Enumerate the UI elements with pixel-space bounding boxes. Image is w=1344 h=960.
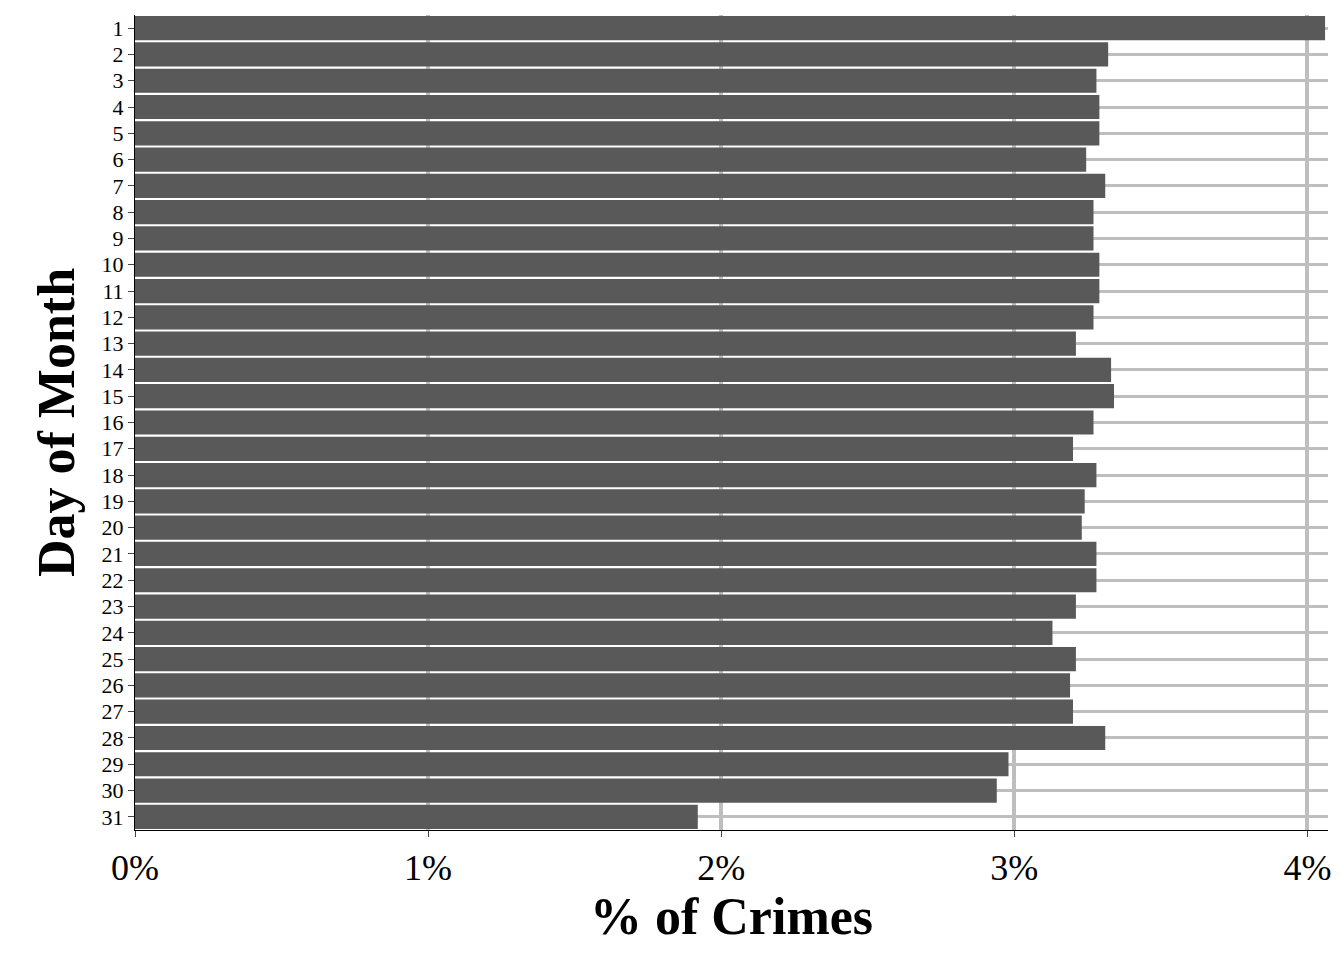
- svg-text:8: 8: [113, 200, 124, 225]
- svg-text:3%: 3%: [990, 848, 1038, 888]
- svg-text:9: 9: [113, 226, 124, 251]
- svg-text:4: 4: [113, 95, 124, 120]
- svg-text:1%: 1%: [404, 848, 452, 888]
- svg-text:11: 11: [102, 279, 123, 304]
- svg-text:14: 14: [102, 358, 124, 383]
- svg-text:5: 5: [113, 121, 124, 146]
- svg-text:7: 7: [113, 174, 124, 199]
- svg-text:Day of Month: Day of Month: [28, 268, 85, 577]
- svg-text:16: 16: [102, 410, 124, 435]
- svg-text:25: 25: [102, 647, 124, 672]
- svg-text:2%: 2%: [697, 848, 745, 888]
- svg-text:4%: 4%: [1283, 848, 1331, 888]
- svg-text:26: 26: [102, 673, 124, 698]
- svg-text:24: 24: [102, 621, 124, 646]
- svg-text:12: 12: [102, 305, 124, 330]
- svg-text:29: 29: [102, 752, 124, 777]
- svg-text:19: 19: [102, 489, 124, 514]
- svg-text:2: 2: [113, 42, 124, 67]
- svg-text:28: 28: [102, 726, 124, 751]
- svg-text:6: 6: [113, 147, 124, 172]
- svg-text:20: 20: [102, 515, 124, 540]
- svg-text:13: 13: [102, 331, 124, 356]
- svg-text:1: 1: [113, 16, 124, 41]
- svg-text:23: 23: [102, 594, 124, 619]
- svg-text:22: 22: [102, 568, 124, 593]
- svg-text:15: 15: [102, 384, 124, 409]
- svg-text:27: 27: [102, 699, 124, 724]
- svg-text:31: 31: [102, 805, 124, 830]
- svg-text:21: 21: [102, 542, 124, 567]
- svg-text:18: 18: [102, 463, 124, 488]
- svg-text:3: 3: [113, 68, 124, 93]
- svg-text:10: 10: [102, 252, 124, 277]
- svg-text:30: 30: [102, 778, 124, 803]
- svg-text:0%: 0%: [111, 848, 159, 888]
- svg-text:% of Crimes: % of Crimes: [590, 888, 873, 945]
- svg-text:17: 17: [102, 436, 124, 461]
